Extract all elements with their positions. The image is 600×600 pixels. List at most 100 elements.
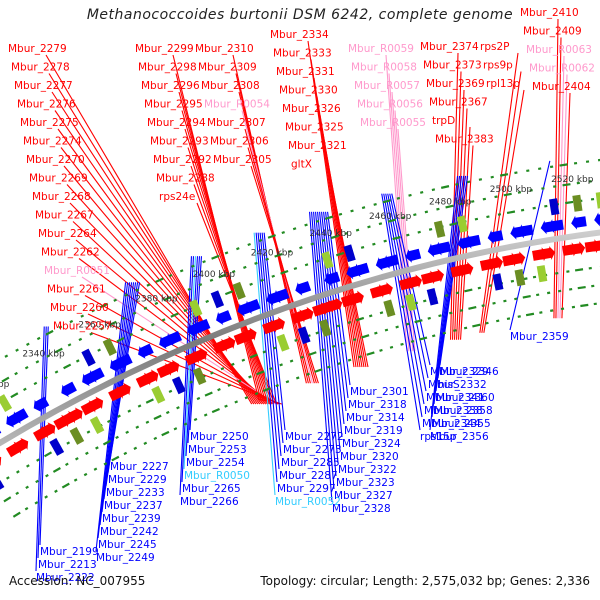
tick-dot — [210, 371, 214, 375]
forward-gene-arrow — [569, 241, 586, 256]
tick-dot — [145, 420, 150, 424]
reverse-gene-arrow — [324, 271, 341, 287]
tick-dot — [16, 470, 20, 474]
tick-dot — [494, 195, 498, 199]
forward-gene-label: Mbur_2296 — [141, 80, 200, 92]
tick-dot — [26, 464, 30, 468]
tick-dot — [163, 296, 172, 302]
reverse-gene-arrow — [244, 299, 261, 314]
forward-gene-arrow — [457, 261, 474, 276]
forward-leader-line — [557, 55, 565, 319]
tick-dot — [423, 299, 427, 303]
forward-gene-label: rps9p — [483, 60, 513, 72]
tick-dot — [191, 264, 195, 268]
tick-dot — [486, 215, 490, 219]
tick-dot — [89, 332, 93, 336]
reverse-gene-label: Mbur_2320 — [340, 451, 399, 463]
reverse-leader-line — [383, 193, 423, 418]
tick-dot — [350, 209, 354, 213]
tick-dot — [137, 404, 142, 408]
tick-dot — [368, 314, 373, 318]
tick-dot — [237, 379, 242, 383]
reverse-leader-line — [313, 211, 337, 477]
tick-dot — [258, 238, 263, 242]
forward-leader-line — [78, 258, 275, 405]
forward-leader-line — [394, 110, 414, 352]
reverse-gene-label: Mbur_2285 — [281, 457, 340, 469]
tick-dot — [529, 189, 533, 192]
forward-gene-arrow — [269, 316, 285, 332]
tick-dot — [161, 430, 170, 437]
forward-gene-label: Mbur_2306 — [210, 136, 269, 148]
reverse-leader-line — [385, 193, 425, 405]
reverse-gene-arrow — [517, 224, 534, 239]
reverse-gene-arrow — [89, 367, 105, 383]
tick-dot — [585, 160, 590, 163]
tick-dot — [506, 210, 516, 215]
forward-gene-label: Mbur_2333 — [273, 48, 332, 60]
cog-category-block — [383, 299, 396, 318]
reverse-gene-arrow — [405, 248, 422, 263]
cog-category-block — [549, 198, 560, 216]
reverse-leader-line — [433, 175, 463, 405]
cog-category-block — [276, 333, 290, 352]
tick-dot — [193, 417, 198, 422]
tick-dot — [198, 283, 203, 287]
tick-dot — [127, 409, 132, 413]
reverse-gene-label: Mbur_2233 — [106, 487, 165, 499]
tick-dot — [514, 297, 518, 301]
cog-category-block — [404, 293, 417, 312]
tick-dot — [314, 368, 323, 373]
reverse-gene-arrow — [594, 212, 600, 227]
reverse-gene-label: Mbur_2355 — [432, 418, 491, 430]
forward-gene-label: Mbur_R0055 — [360, 117, 426, 129]
tick-dot — [336, 324, 341, 328]
tick-dot — [34, 501, 39, 505]
forward-gene-label: rps24e — [159, 191, 195, 203]
tick-dot — [224, 404, 228, 408]
tick-dot — [574, 268, 584, 272]
cog-category-block — [433, 220, 446, 238]
reverse-gene-arrow — [383, 254, 400, 269]
reverse-gene-label: Mbur_2253 — [188, 444, 247, 456]
tick-dot — [300, 355, 304, 359]
genome-backbone — [0, 229, 600, 447]
gene-features — [0, 191, 600, 492]
tick-dot — [196, 396, 201, 401]
forward-gene-label: Mbur_R0054 — [204, 99, 270, 111]
cog-category-block — [192, 367, 207, 386]
tick-dot — [143, 441, 148, 445]
reverse-leader-line — [35, 326, 45, 572]
forward-gene-label: Mbur_2330 — [279, 85, 338, 97]
reverse-leader-line — [309, 211, 333, 503]
forward-leader-line — [397, 128, 416, 352]
tick-dot — [234, 400, 239, 404]
reverse-gene-arrow — [138, 343, 154, 359]
tick-dot — [347, 358, 352, 362]
tick-dot — [24, 506, 29, 511]
tick-dot — [506, 317, 511, 321]
tick-dot — [275, 384, 279, 388]
tick-dot — [25, 485, 29, 490]
tick-dot — [254, 261, 258, 265]
reverse-gene-arrow — [465, 234, 481, 249]
tick-dot — [344, 231, 348, 235]
tick-dot — [503, 192, 512, 197]
tick-dot — [321, 348, 325, 352]
tick-dot — [358, 355, 362, 359]
reverse-gene-arrow — [571, 215, 587, 230]
reverse-gene-label: Mbur_2242 — [100, 526, 159, 538]
forward-gene-label: gltX — [291, 159, 312, 171]
forward-gene-arrow — [12, 437, 29, 454]
tick-dot — [367, 225, 371, 229]
tick-label: 2520 kbp — [551, 175, 594, 185]
reverse-gene-label: Mbur_2327 — [334, 490, 393, 502]
forward-gene-label: Mbur_2334 — [270, 29, 329, 41]
tick-dot — [61, 482, 70, 489]
forward-gene-arrow — [240, 327, 257, 343]
tick-dot — [379, 348, 383, 352]
tick-dot — [384, 328, 389, 332]
cog-category-block — [232, 281, 246, 300]
reverse-gene-label: Mbur_2254 — [186, 457, 245, 469]
